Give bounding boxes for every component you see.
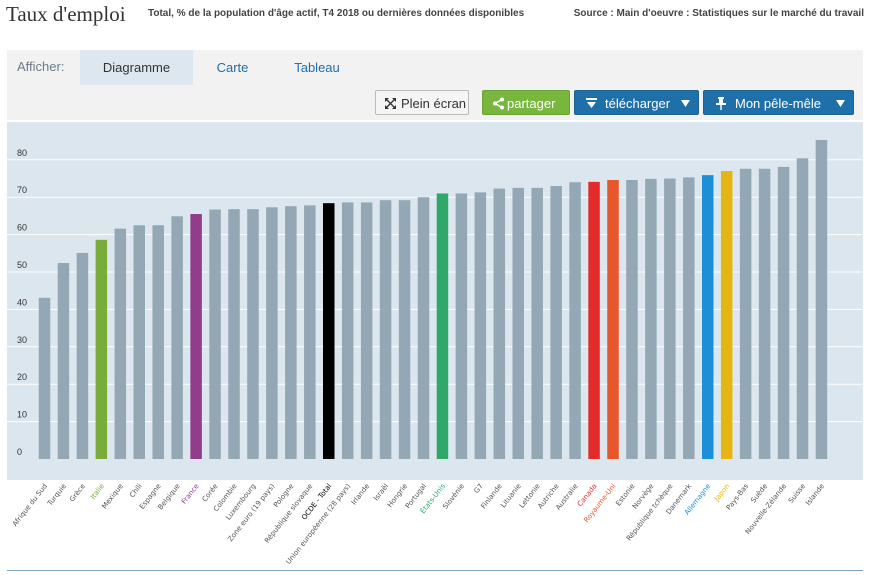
x-tick-label: Afrique du Sud [11, 482, 49, 528]
bar[interactable] [76, 252, 89, 459]
bar[interactable] [739, 168, 752, 459]
bar[interactable] [493, 188, 506, 459]
bar[interactable] [190, 214, 202, 459]
page-subtitle: Total, % de la population d'âge actif, T… [148, 8, 525, 19]
header: Taux d'emploi Total, % de la population … [0, 0, 872, 40]
bar[interactable] [228, 209, 240, 459]
share-button[interactable]: partager [482, 90, 570, 115]
bar[interactable] [720, 171, 733, 459]
fullscreen-button[interactable]: Plein écran [375, 90, 469, 115]
y-tick-label: 0 [17, 447, 22, 457]
y-tick-label: 60 [17, 223, 27, 233]
caret-down-icon [681, 100, 690, 107]
bar[interactable] [531, 187, 543, 459]
x-tick-label: Islande [804, 482, 826, 507]
x-tick-label: Grèce [68, 482, 87, 503]
bar[interactable] [95, 239, 108, 459]
x-tick-label: Italie [89, 482, 106, 501]
download-label: télécharger [605, 96, 671, 111]
afficher-label: Afficher: [17, 59, 65, 74]
bar[interactable] [645, 178, 657, 459]
share-icon [493, 97, 504, 110]
expand-icon [385, 98, 396, 109]
bar[interactable] [796, 158, 809, 459]
bar[interactable] [626, 179, 638, 459]
x-tick-label: G7 [473, 482, 485, 495]
bar[interactable] [171, 216, 183, 459]
bar[interactable] [588, 181, 600, 459]
bar[interactable] [398, 200, 411, 459]
x-tick-label: Irlande [350, 482, 371, 506]
download-button[interactable]: télécharger [574, 90, 699, 115]
y-tick-label: 50 [17, 260, 27, 270]
bar[interactable] [702, 175, 714, 459]
bar[interactable] [57, 263, 70, 459]
tab-carte[interactable]: Carte [216, 60, 249, 75]
bar[interactable] [474, 192, 487, 459]
bar[interactable] [455, 193, 468, 459]
bar[interactable] [38, 297, 51, 459]
bar[interactable] [323, 203, 335, 459]
bar[interactable] [133, 225, 146, 459]
bar[interactable] [285, 206, 297, 459]
tab-tableau[interactable]: Tableau [294, 60, 340, 75]
bar[interactable] [550, 185, 562, 460]
bar[interactable] [341, 202, 354, 459]
bar[interactable] [436, 193, 449, 459]
caret-down-icon [836, 100, 845, 107]
bar[interactable] [209, 209, 221, 459]
bar[interactable] [417, 197, 430, 459]
bar[interactable] [379, 200, 392, 459]
pin-button[interactable]: Mon pêle-mêle [703, 90, 854, 115]
bar[interactable] [815, 139, 828, 459]
y-tick-label: 40 [17, 297, 27, 307]
download-icon [586, 98, 597, 108]
tab-diagramme[interactable]: Diagramme [80, 50, 193, 85]
page-title: Taux d'emploi [6, 2, 126, 26]
x-tick-label: Corée [201, 482, 220, 503]
bar[interactable] [114, 228, 127, 459]
toolbar-panel: Afficher: Diagramme Carte Tableau Plein … [7, 50, 863, 120]
y-tick-label: 70 [17, 185, 27, 195]
bar[interactable] [152, 225, 164, 459]
bar[interactable] [607, 179, 619, 459]
bar[interactable] [758, 168, 771, 459]
y-tick-label: 80 [17, 148, 27, 158]
x-tick-label: Japon [712, 482, 731, 503]
bottom-divider [7, 570, 863, 571]
chart-area [7, 122, 863, 480]
bar[interactable] [664, 178, 676, 460]
x-tick-label: France [180, 482, 201, 505]
bar[interactable] [304, 205, 316, 459]
bar[interactable] [266, 207, 278, 459]
source-note: Source : Main d'oeuvre : Statistiques su… [573, 8, 864, 19]
y-tick-label: 20 [17, 372, 27, 382]
bar[interactable] [512, 187, 525, 459]
pin-icon [716, 97, 726, 110]
x-tick-label: Israël [372, 482, 390, 502]
bar[interactable] [360, 202, 373, 459]
bar[interactable] [247, 209, 259, 459]
pin-label: Mon pêle-mêle [735, 96, 821, 111]
x-tick-label: Chili [128, 482, 144, 499]
y-tick-label: 30 [17, 335, 27, 345]
share-label: partager [507, 96, 556, 111]
bar[interactable] [569, 182, 581, 460]
fullscreen-label: Plein écran [401, 96, 467, 111]
bar[interactable] [777, 166, 790, 459]
x-tick-label: Turquie [45, 482, 68, 508]
bar[interactable] [683, 177, 695, 460]
y-tick-label: 10 [17, 410, 27, 420]
